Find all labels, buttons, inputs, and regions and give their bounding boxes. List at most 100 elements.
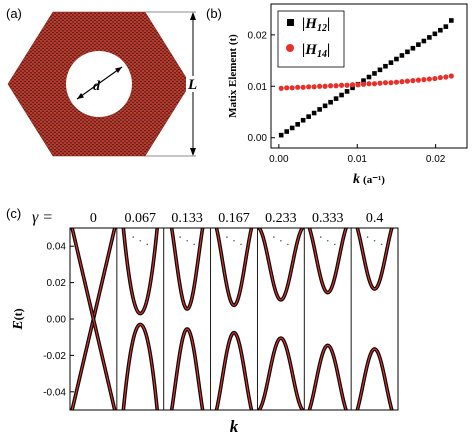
fit-band bbox=[356, 348, 393, 410]
bulk-dot bbox=[179, 236, 181, 238]
point-H12 bbox=[377, 67, 383, 73]
band-subpanel bbox=[210, 228, 254, 410]
y-axis-label-b: Matix Element (t) bbox=[227, 34, 239, 118]
gamma-values: 0 0.067 0.133 0.167 0.233 0.333 0.4 bbox=[90, 211, 383, 226]
band-subpanel bbox=[116, 228, 160, 410]
point-H12 bbox=[328, 99, 333, 105]
band-subpanel bbox=[350, 228, 394, 410]
bulk-dot bbox=[366, 236, 369, 238]
bulk-dot bbox=[132, 236, 135, 238]
bulk-dot bbox=[280, 239, 282, 242]
point-H14 bbox=[338, 82, 345, 88]
tb-band bbox=[169, 228, 205, 311]
gamma-value: 0.333 bbox=[312, 211, 344, 226]
legend-b: |H12| |H14| bbox=[277, 10, 345, 68]
point-H12 bbox=[366, 74, 372, 80]
panel-b: (b) 0.00 0.01 0.02 0.00 0.01 0.02 Matix Eleme… bbox=[206, 3, 468, 187]
bulk-dot bbox=[233, 239, 235, 242]
y-tick-label-c: -0.04 bbox=[43, 387, 66, 398]
point-H12 bbox=[333, 96, 339, 101]
legend-marker-H14 bbox=[286, 44, 294, 52]
legend-H12-end: | bbox=[327, 16, 330, 32]
x-tick-label-b: 0.02 bbox=[426, 154, 446, 165]
x-axis-label-c: k bbox=[230, 417, 239, 436]
point-H12 bbox=[306, 114, 311, 119]
point-H14 bbox=[388, 80, 394, 86]
band-curves bbox=[121, 228, 160, 410]
y-axis-label-c-unit: (t) bbox=[11, 308, 25, 320]
bulk-dot bbox=[273, 236, 275, 238]
diameter-label: d bbox=[93, 79, 101, 94]
point-H14 bbox=[377, 80, 383, 86]
bulk-dot bbox=[226, 236, 228, 238]
point-H12 bbox=[421, 38, 427, 44]
point-H14 bbox=[333, 83, 339, 89]
panel-b-label: (b) bbox=[206, 6, 222, 21]
band-curves bbox=[307, 228, 348, 410]
point-H12 bbox=[416, 42, 421, 47]
bulk-dot bbox=[186, 239, 188, 242]
L-arrow-up bbox=[190, 12, 196, 20]
band-curves bbox=[169, 228, 205, 410]
point-H12 bbox=[394, 56, 399, 62]
plot-frame-c bbox=[69, 227, 399, 411]
point-H14 bbox=[322, 83, 328, 89]
bulk-dot bbox=[333, 243, 336, 246]
tb-band bbox=[307, 343, 348, 410]
point-H14 bbox=[349, 82, 356, 88]
fit-band bbox=[215, 332, 253, 410]
point-H14 bbox=[284, 85, 290, 91]
legend-H12-main: |H bbox=[302, 16, 318, 32]
y-axis-label-c: E(t) bbox=[11, 308, 26, 330]
gamma-value: 0.167 bbox=[218, 211, 250, 226]
tb-band bbox=[169, 327, 205, 410]
point-H14 bbox=[289, 85, 295, 91]
point-H12 bbox=[317, 107, 322, 112]
point-H12 bbox=[322, 103, 328, 109]
point-H12 bbox=[405, 49, 410, 55]
fit-band bbox=[171, 228, 204, 310]
point-H12 bbox=[427, 35, 432, 40]
band-curves bbox=[214, 228, 254, 410]
point-H12 bbox=[289, 125, 295, 131]
bulk-dot bbox=[193, 243, 195, 246]
point-H14 bbox=[410, 78, 416, 84]
fit-band bbox=[215, 228, 253, 306]
fit-band bbox=[122, 323, 158, 410]
tb-band bbox=[257, 228, 305, 302]
band-curves bbox=[70, 228, 117, 410]
axis-ticks-c: 0.04 0.02 0.00 -0.02 -0.04 bbox=[43, 242, 74, 398]
point-H12 bbox=[443, 24, 449, 29]
bulk-dot bbox=[287, 243, 289, 246]
legend-H14-main: |H bbox=[302, 42, 318, 58]
y-axis-label-c-main: E bbox=[11, 320, 26, 330]
plot-frame-b bbox=[270, 3, 468, 149]
point-H14 bbox=[327, 83, 334, 89]
point-H14 bbox=[371, 81, 378, 87]
point-H14 bbox=[295, 84, 301, 90]
fit-band bbox=[308, 228, 347, 294]
point-H12 bbox=[278, 132, 284, 138]
point-H14 bbox=[300, 84, 306, 90]
point-H14 bbox=[355, 82, 361, 88]
x-tick-label-b: 0.00 bbox=[269, 154, 289, 165]
band-curves bbox=[257, 228, 305, 410]
tb-band bbox=[307, 228, 348, 295]
point-H14 bbox=[437, 74, 443, 81]
legend-H14-end: | bbox=[327, 42, 330, 58]
gamma-label: γ = bbox=[32, 209, 53, 226]
band-subpanels bbox=[70, 228, 394, 410]
axis-ticks-b: 0.00 0.01 0.02 0.00 0.01 0.02 bbox=[248, 30, 446, 165]
point-H12 bbox=[449, 18, 454, 23]
L-label-bg bbox=[186, 76, 200, 92]
point-H14 bbox=[404, 78, 411, 84]
point-H12 bbox=[438, 27, 443, 33]
band-subpanel bbox=[163, 228, 205, 410]
y-tick-label-c: 0.04 bbox=[47, 242, 67, 253]
gamma-value: 0.133 bbox=[171, 211, 203, 226]
point-H12 bbox=[410, 45, 416, 51]
x-axis-label-b-unit: (a⁻¹) bbox=[363, 174, 385, 186]
fit-band bbox=[258, 228, 304, 301]
y-tick-label-b: 0.01 bbox=[248, 82, 268, 93]
point-H14 bbox=[344, 82, 350, 88]
